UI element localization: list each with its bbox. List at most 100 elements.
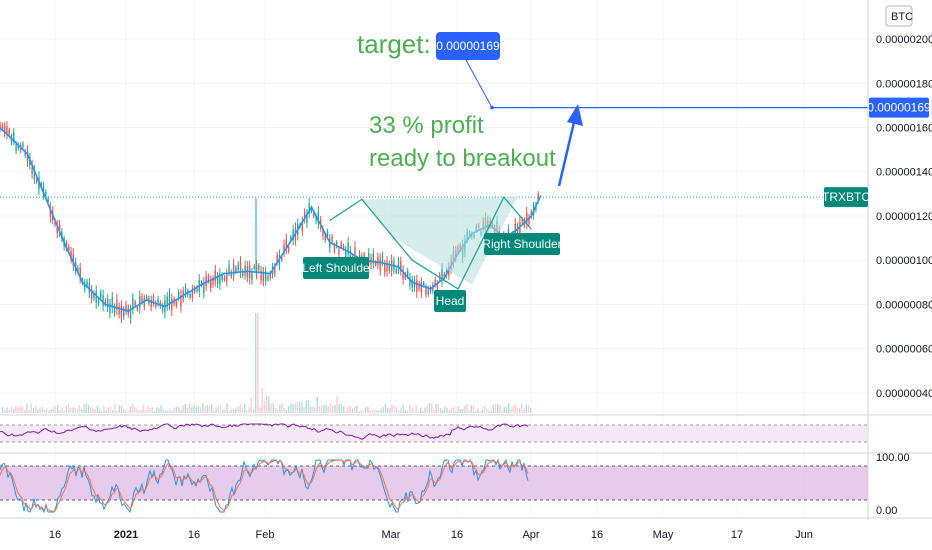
volume-bar xyxy=(2,407,4,413)
volume-bar xyxy=(4,410,6,413)
candle-body xyxy=(17,144,20,149)
candle-body xyxy=(42,186,45,196)
volume-bar xyxy=(325,404,327,413)
volume-bar xyxy=(312,406,314,413)
target-callout-value: 0.00000169 xyxy=(436,39,500,53)
candle-body xyxy=(400,261,402,271)
candle-body xyxy=(205,276,207,287)
volume-bar xyxy=(186,407,189,413)
candle-body xyxy=(125,304,127,312)
candle-body xyxy=(331,236,333,243)
volume-bar xyxy=(365,407,367,413)
volume-bar xyxy=(173,407,175,413)
volume-bar xyxy=(501,409,503,413)
candle-body xyxy=(429,287,432,292)
candle-body xyxy=(406,270,409,277)
volume-bar xyxy=(477,408,479,413)
volume-bar xyxy=(349,405,351,413)
volume-bar xyxy=(175,406,178,413)
volume-bar xyxy=(158,408,160,413)
candle-body xyxy=(45,191,47,197)
candle-body xyxy=(116,299,118,310)
volume-bar xyxy=(142,404,145,413)
volume-bar xyxy=(294,403,296,413)
candle-body xyxy=(232,264,235,276)
volume-bar xyxy=(437,404,439,413)
volume-bar xyxy=(94,409,96,413)
price-point xyxy=(182,294,185,297)
candle-body xyxy=(244,265,246,275)
volume-bar xyxy=(358,410,360,413)
volume-bar xyxy=(305,400,307,413)
volume-bar xyxy=(345,410,347,413)
candle-body xyxy=(436,283,439,291)
volume-bar xyxy=(332,405,334,413)
candle-body xyxy=(214,270,216,281)
volume-bar xyxy=(204,405,206,413)
volume-bar xyxy=(527,404,530,413)
volume-bar xyxy=(479,410,481,413)
volume-bar xyxy=(257,313,259,413)
candle-body xyxy=(212,278,214,285)
volume-bar xyxy=(147,406,149,413)
volume-bar xyxy=(112,409,114,413)
candle-body xyxy=(235,267,237,272)
volume-bar xyxy=(472,405,475,413)
price-point xyxy=(411,281,414,284)
volume-bar xyxy=(213,410,215,413)
candle-body xyxy=(306,213,308,224)
candle-body xyxy=(253,265,255,269)
candle-body xyxy=(283,244,285,253)
volume-bar xyxy=(178,406,180,413)
price-point xyxy=(269,272,272,275)
candle-body xyxy=(132,298,134,309)
volume-bar xyxy=(17,407,19,413)
candle-body xyxy=(322,228,324,237)
candle-body xyxy=(441,269,443,282)
x-tick-label: 2021 xyxy=(114,529,138,541)
price-point xyxy=(223,272,226,275)
pattern-outline xyxy=(329,196,532,290)
candle-body xyxy=(109,303,111,314)
volume-bar xyxy=(239,404,241,413)
volume-bar xyxy=(371,410,373,413)
candle-body xyxy=(31,164,33,174)
volume-bar xyxy=(362,410,365,413)
left-shoulder-label-bg xyxy=(303,257,369,279)
volume-bar xyxy=(222,409,224,413)
candle-body xyxy=(143,298,146,307)
volume-bar xyxy=(125,409,127,413)
candle-body xyxy=(422,282,425,287)
x-tick-label: 16 xyxy=(49,529,61,541)
rsi-band xyxy=(0,425,868,442)
candle-body xyxy=(251,272,253,281)
volume-bar xyxy=(367,406,369,413)
candle-body xyxy=(384,263,386,273)
volume-bar xyxy=(468,409,470,413)
volume-bar xyxy=(189,403,191,413)
volume-bar xyxy=(219,405,222,413)
volume-bar xyxy=(26,403,28,413)
candle-body xyxy=(70,250,72,260)
stoch-d-line xyxy=(0,459,529,513)
last-price-tag: 0.00000169 xyxy=(867,101,931,115)
price-point xyxy=(347,250,349,253)
candle-body xyxy=(285,238,287,250)
candle-body xyxy=(338,248,340,255)
volume-bar xyxy=(76,408,79,413)
candle-body xyxy=(93,292,95,299)
candle-body xyxy=(260,270,262,280)
candle-body xyxy=(326,230,329,236)
volume-bar xyxy=(72,407,74,413)
volume-bar xyxy=(426,404,428,413)
volume-bar xyxy=(30,403,32,413)
candle-body xyxy=(418,283,420,289)
volume-bar xyxy=(169,409,171,413)
volume-bar xyxy=(215,407,217,413)
price-point xyxy=(145,299,148,301)
volume-bar xyxy=(255,313,257,413)
volume-bar xyxy=(316,396,318,413)
x-tick-label: Jun xyxy=(795,529,813,541)
price-point xyxy=(443,277,446,279)
